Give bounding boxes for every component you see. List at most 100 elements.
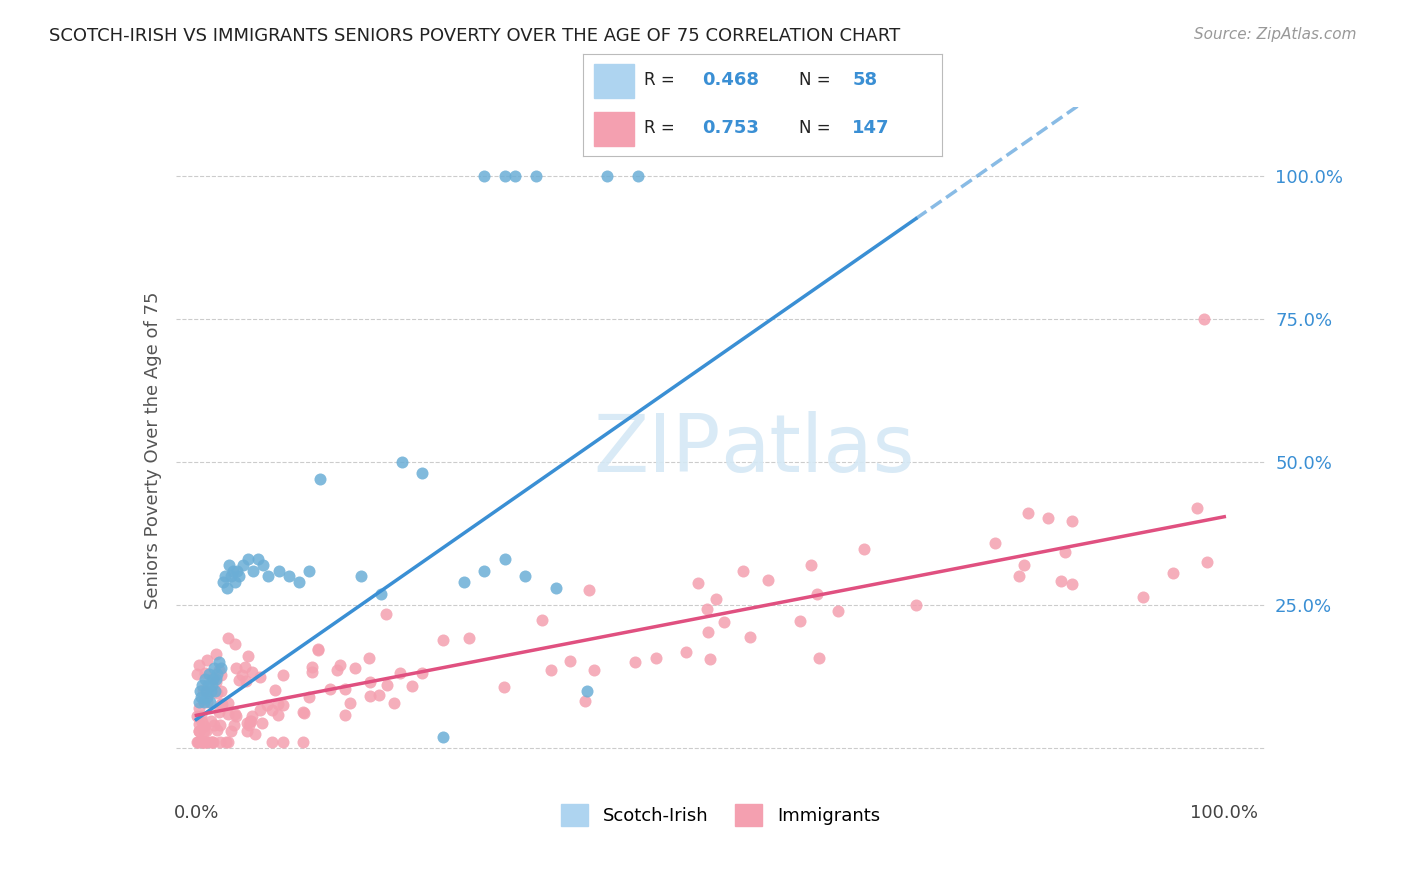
Point <box>1049 574 1071 588</box>
Point <box>1187 500 1209 515</box>
Point <box>195 690 218 704</box>
Text: N =: N = <box>799 71 835 89</box>
Point <box>292 706 315 720</box>
Point <box>238 717 260 731</box>
Point <box>713 615 735 629</box>
Point <box>806 587 828 601</box>
Point <box>357 651 380 665</box>
Point <box>524 169 547 183</box>
Point <box>193 673 215 687</box>
Text: SCOTCH-IRISH VS IMMIGRANTS SENIORS POVERTY OVER THE AGE OF 75 CORRELATION CHART: SCOTCH-IRISH VS IMMIGRANTS SENIORS POVER… <box>49 27 900 45</box>
Point <box>190 683 212 698</box>
Point <box>225 709 247 723</box>
Point <box>263 683 285 698</box>
Point <box>249 703 271 717</box>
Point <box>200 735 222 749</box>
Point <box>191 735 214 749</box>
Point <box>201 735 224 749</box>
Point <box>187 735 209 749</box>
Point <box>492 680 515 694</box>
Point <box>329 657 352 672</box>
Point <box>391 455 413 469</box>
Point <box>194 683 217 698</box>
FancyBboxPatch shape <box>595 64 634 97</box>
Point <box>531 613 554 627</box>
Point <box>335 707 357 722</box>
Point <box>193 695 215 709</box>
Text: N =: N = <box>799 120 835 137</box>
Point <box>186 666 208 681</box>
Point <box>277 569 299 583</box>
Point <box>224 707 246 722</box>
Point <box>214 569 236 583</box>
Point <box>308 472 330 486</box>
Point <box>205 674 228 689</box>
Text: Source: ZipAtlas.com: Source: ZipAtlas.com <box>1194 27 1357 42</box>
Point <box>190 690 212 704</box>
Point <box>583 663 606 677</box>
Point <box>239 714 262 729</box>
Point <box>432 730 454 744</box>
Point <box>756 573 779 587</box>
Point <box>208 706 231 720</box>
Point <box>201 678 224 692</box>
Point <box>194 666 217 681</box>
Point <box>225 661 247 675</box>
Point <box>1192 311 1215 326</box>
Point <box>212 575 235 590</box>
Point <box>291 735 314 749</box>
Point <box>1132 590 1154 604</box>
Point <box>333 682 356 697</box>
Point <box>204 647 226 661</box>
Point <box>472 564 495 578</box>
Point <box>370 586 392 600</box>
Point <box>193 723 215 738</box>
Point <box>558 654 581 668</box>
Point <box>187 717 209 731</box>
Point <box>209 661 232 675</box>
Point <box>201 735 224 749</box>
Point <box>852 542 875 557</box>
Point <box>262 735 284 749</box>
Point <box>190 708 212 723</box>
Point <box>191 678 214 692</box>
Point <box>204 683 226 698</box>
Point <box>205 666 228 681</box>
Point <box>205 673 228 687</box>
Point <box>215 735 238 749</box>
Point <box>195 684 218 698</box>
Text: ZIP: ZIP <box>593 411 721 490</box>
Point <box>217 581 239 595</box>
Point <box>236 716 259 731</box>
Point <box>193 735 215 749</box>
Point <box>472 169 495 183</box>
Text: atlas: atlas <box>721 411 915 490</box>
Point <box>271 735 294 749</box>
Point <box>307 642 329 657</box>
Y-axis label: Seniors Poverty Over the Age of 75: Seniors Poverty Over the Age of 75 <box>143 292 162 609</box>
Point <box>188 695 211 709</box>
Point <box>239 714 262 729</box>
Point <box>217 707 239 722</box>
Point <box>252 558 274 572</box>
Point <box>231 668 253 682</box>
Point <box>246 552 269 566</box>
Point <box>208 663 231 677</box>
Point <box>298 564 321 578</box>
Point <box>432 633 454 648</box>
Point <box>350 569 373 583</box>
Point <box>1017 507 1039 521</box>
Point <box>307 642 329 657</box>
Point <box>217 696 239 710</box>
Point <box>219 569 242 583</box>
Point <box>388 666 411 681</box>
Point <box>193 683 215 698</box>
Point <box>359 674 381 689</box>
Point <box>222 564 245 578</box>
Point <box>202 661 225 675</box>
Point <box>292 705 315 719</box>
Point <box>375 607 398 622</box>
Point <box>271 668 294 682</box>
Point <box>301 660 323 674</box>
Point <box>1038 511 1060 525</box>
